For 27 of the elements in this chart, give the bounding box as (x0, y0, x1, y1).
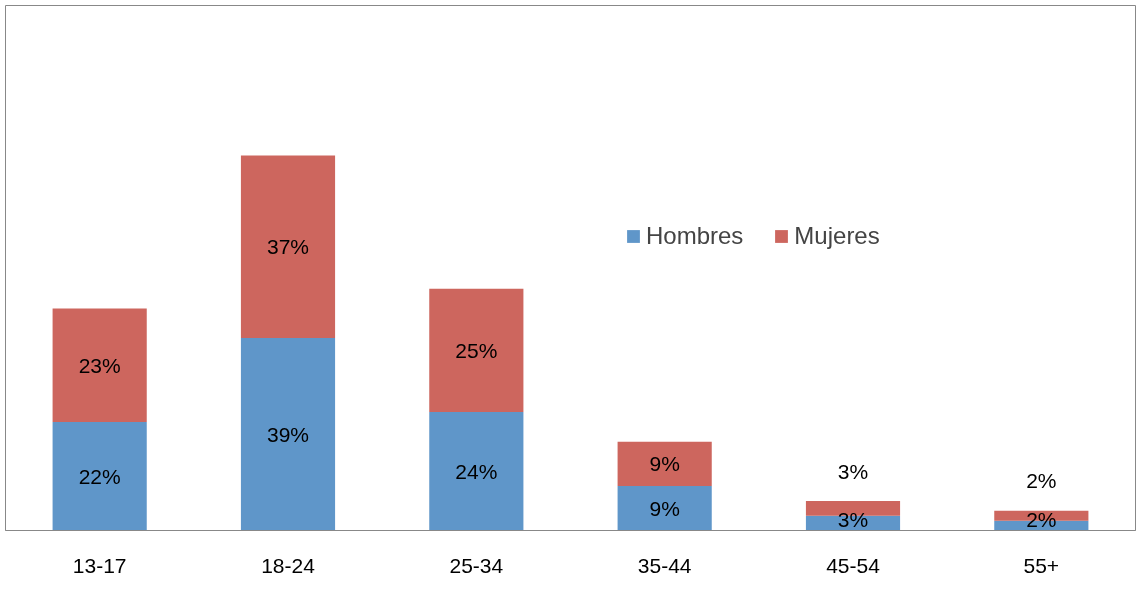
bar (52, 308, 147, 422)
data-label: 9% (649, 452, 680, 476)
data-label: 24% (455, 459, 498, 483)
bar (429, 288, 524, 413)
bar (617, 441, 712, 487)
data-label: 2% (1026, 507, 1057, 531)
x-tick-label: 25-34 (449, 553, 504, 577)
data-label: 25% (455, 338, 498, 362)
data-label: 39% (266, 422, 310, 446)
data-label: 23% (78, 353, 121, 377)
bar (52, 421, 147, 531)
x-tick-label: 45-54 (826, 553, 881, 577)
x-tick-label: 55+ (1023, 553, 1060, 577)
x-tick-label: 13-17 (72, 553, 127, 577)
data-label: 22% (78, 464, 121, 488)
x-tick-label: 35-44 (637, 553, 692, 577)
bar (429, 412, 524, 531)
bar (240, 155, 336, 339)
bar (617, 486, 712, 531)
x-tick-label: 18-24 (261, 553, 316, 577)
data-label: 37% (266, 235, 310, 259)
legend-label: Hombres (646, 222, 744, 250)
legend-label: Mujeres (794, 222, 880, 250)
bar (240, 338, 336, 531)
data-label: 2% (1026, 469, 1057, 493)
data-label: 3% (837, 459, 869, 483)
data-label: 9% (649, 496, 680, 520)
